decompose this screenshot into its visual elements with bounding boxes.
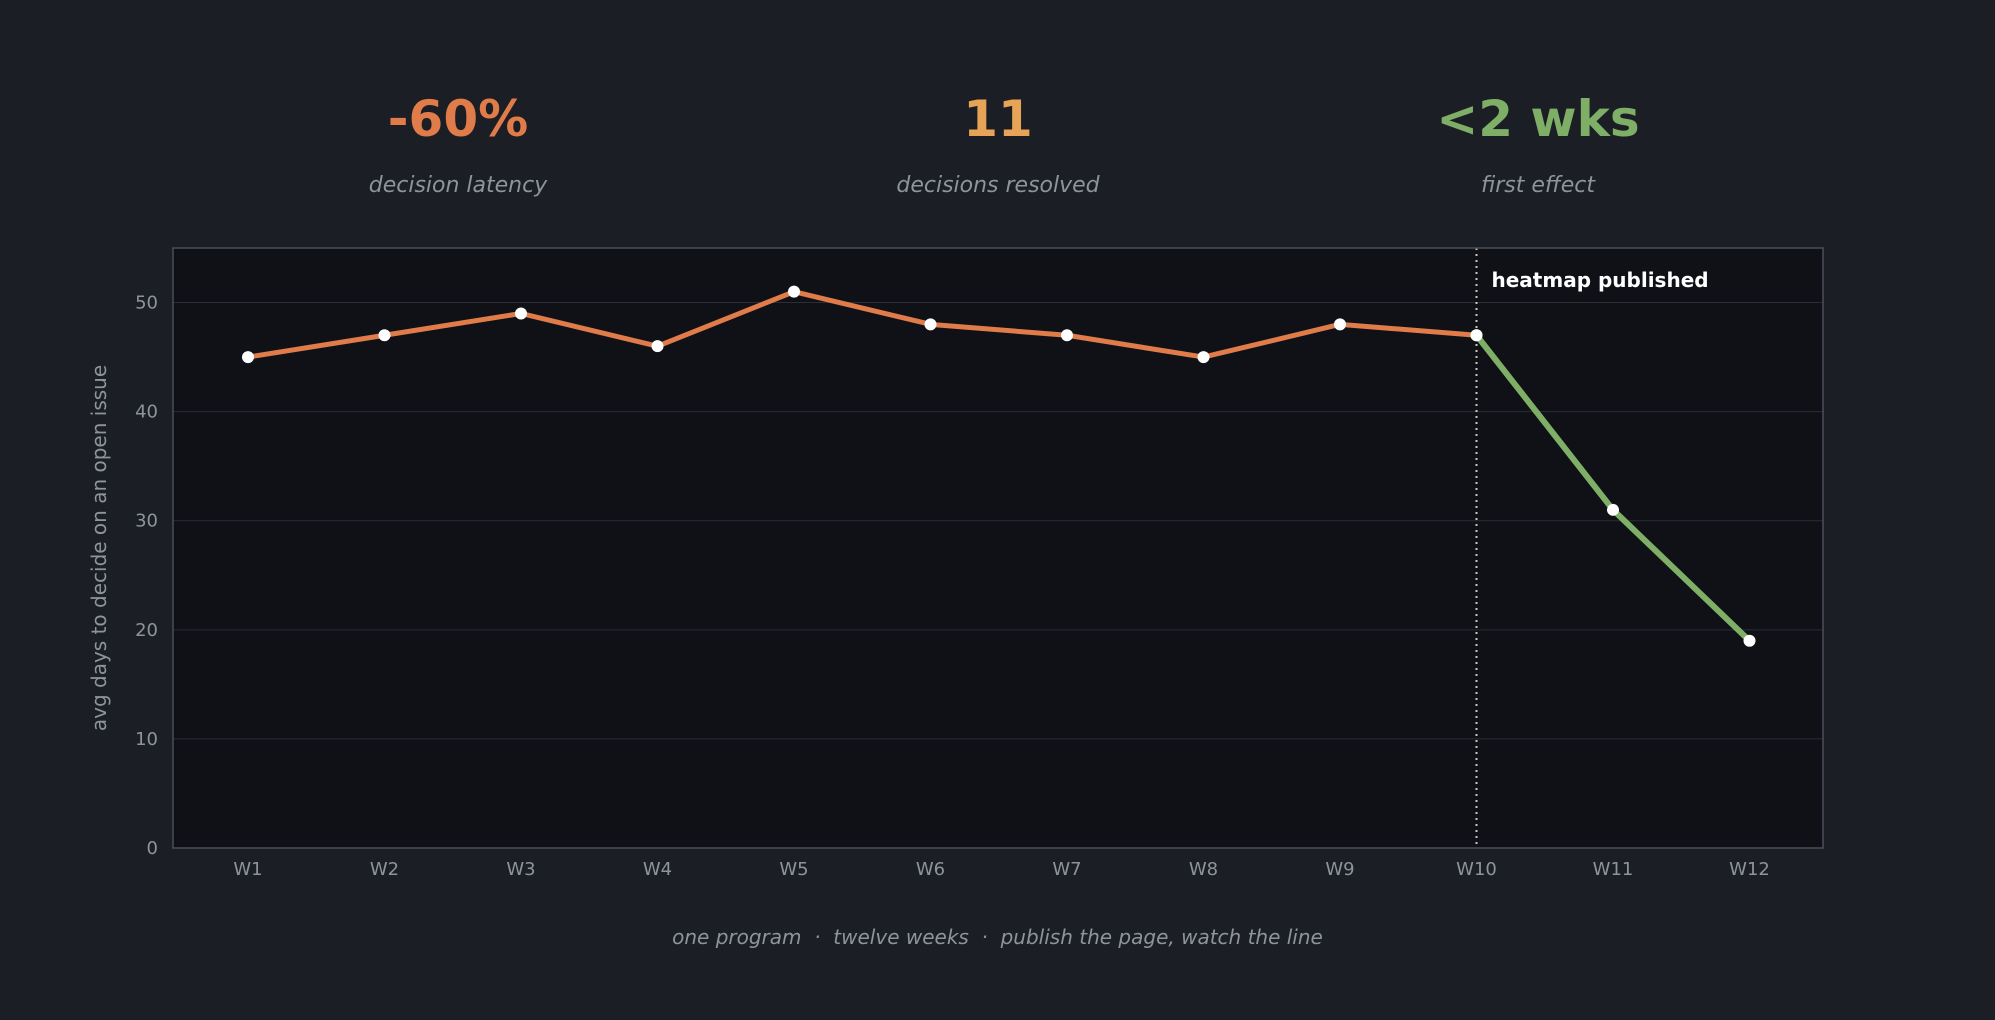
data-point	[1061, 329, 1073, 342]
kpi-first-effect: <2 wks first effect	[1328, 88, 1748, 198]
x-tick-label: W2	[370, 859, 399, 880]
y-tick-label: 10	[135, 729, 158, 750]
x-tick-label: W7	[1052, 859, 1081, 880]
kpi-label: decision latency	[368, 173, 548, 198]
kpi-decisions-resolved: 11 decisions resolved	[788, 88, 1208, 198]
data-point	[378, 329, 391, 342]
y-tick-label: 50	[135, 293, 158, 314]
kpi-label: decisions resolved	[896, 173, 1100, 198]
data-point	[242, 351, 254, 364]
kpi-value: 11	[963, 90, 1033, 148]
data-point	[1197, 351, 1210, 364]
kpi-value: <2 wks	[1436, 90, 1640, 148]
data-point	[1743, 634, 1756, 647]
kpi-decision-latency: -60% decision latency	[248, 88, 668, 198]
chart-caption: one program · twelve weeks · publish the…	[672, 925, 1323, 949]
series-line	[245, 289, 1479, 360]
plot-area	[173, 248, 1823, 848]
data-point	[515, 307, 527, 320]
data-point	[1607, 503, 1619, 516]
x-tick-label: W10	[1456, 859, 1497, 880]
data-point	[1470, 329, 1483, 342]
annotation-label: heatmap published	[1492, 268, 1709, 292]
x-tick-label: W11	[1593, 859, 1634, 880]
y-tick-label: 30	[135, 511, 158, 532]
x-tick-label: W3	[506, 859, 535, 880]
y-tick-label: 40	[135, 402, 158, 423]
x-tick-label: W12	[1729, 859, 1770, 880]
y-axis-label: avg days to decide on an open issue	[87, 365, 111, 731]
x-tick-label: W6	[916, 859, 945, 880]
data-point	[651, 340, 664, 353]
x-tick-label: W8	[1189, 859, 1218, 880]
data-point	[788, 285, 800, 298]
y-tick-label: 0	[147, 838, 158, 859]
plot-frame	[172, 247, 1824, 849]
data-point	[924, 318, 937, 331]
kpi-value: -60%	[387, 90, 529, 148]
kpi-label: first effect	[1480, 173, 1595, 198]
data-point	[1334, 318, 1346, 331]
y-tick-label: 20	[135, 620, 158, 641]
x-tick-label: W1	[233, 859, 262, 880]
x-tick-label: W9	[1325, 859, 1354, 880]
x-tick-label: W4	[643, 859, 672, 880]
x-tick-label: W5	[779, 859, 808, 880]
